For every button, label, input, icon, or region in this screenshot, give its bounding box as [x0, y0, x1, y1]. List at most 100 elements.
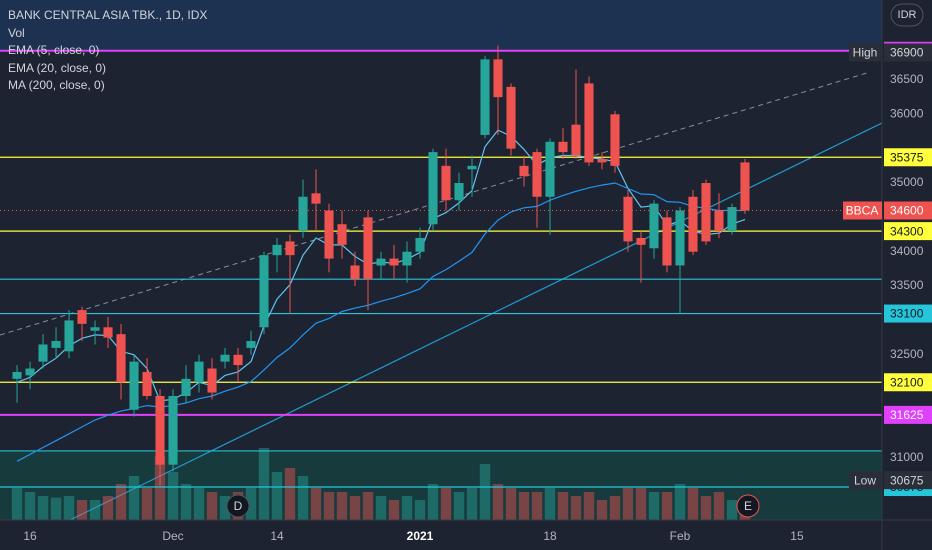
- volume-bar: [323, 492, 335, 520]
- level-tag-bg: [884, 304, 932, 323]
- volume-bar: [596, 500, 608, 520]
- candle-body: [181, 378, 191, 396]
- candle-body: [636, 237, 646, 245]
- candle-body: [51, 341, 61, 348]
- candle-body: [688, 196, 698, 252]
- marker-label: High: [853, 46, 878, 60]
- volume-bar: [76, 500, 88, 520]
- volume-bar: [518, 492, 530, 520]
- volume-bar: [570, 496, 582, 520]
- y-tick-label: 34000: [890, 244, 924, 258]
- legend-item: EMA (5, close, 0): [8, 43, 99, 57]
- candle-body: [571, 124, 581, 156]
- symbol-tag: BBCA: [846, 204, 879, 218]
- level-tag-bg: [884, 222, 932, 241]
- event-label: D: [234, 499, 243, 513]
- candle-body: [662, 217, 672, 266]
- candle-body: [194, 361, 204, 383]
- volume-bar: [479, 464, 491, 520]
- x-tick-label: Feb: [670, 529, 691, 543]
- event-icon[interactable]: [736, 494, 760, 518]
- volume-bar: [531, 492, 543, 520]
- volume-bar: [102, 496, 114, 520]
- volume-bar: [583, 492, 595, 520]
- volume-bar: [154, 456, 166, 520]
- candle-body: [103, 327, 113, 338]
- candle-body: [77, 310, 87, 324]
- candle-body: [311, 193, 321, 204]
- candle-body: [246, 341, 256, 348]
- y-tick-label: 36000: [890, 106, 924, 120]
- candle-body: [116, 334, 126, 383]
- candle-body: [129, 361, 139, 410]
- volume-bar: [401, 496, 413, 520]
- candle-body: [168, 395, 178, 465]
- candle-body: [25, 368, 35, 376]
- volume-bar: [245, 488, 257, 520]
- x-tick-label: 15: [790, 529, 804, 543]
- candle-body: [376, 258, 386, 266]
- candle-body: [675, 210, 685, 266]
- volume-bar: [271, 472, 283, 520]
- candle-body: [38, 344, 48, 362]
- candle-body: [545, 141, 555, 197]
- x-tick-label: 14: [270, 529, 284, 543]
- volume-bar: [128, 476, 140, 520]
- volume-bar: [505, 488, 517, 520]
- candle-body: [324, 210, 334, 259]
- candle-body: [454, 183, 464, 201]
- x-tick-label: 18: [543, 529, 557, 543]
- marker-value: 30675: [890, 473, 924, 487]
- legend-item: MA (200, close, 0): [8, 78, 105, 92]
- volume-bar: [180, 484, 192, 520]
- volume-bar: [141, 488, 153, 520]
- marker-value-bg: [884, 471, 932, 490]
- plot-area: [0, 45, 882, 520]
- event-icon[interactable]: [226, 494, 250, 518]
- volume-bar: [440, 488, 452, 520]
- level-tag-bg: [884, 148, 932, 167]
- y-tick-label: 31000: [890, 450, 924, 464]
- volume-bar: [193, 488, 205, 520]
- candle-body: [142, 371, 152, 396]
- candle-body: [350, 265, 360, 280]
- x-tick-label: 16: [23, 529, 37, 543]
- candle-body: [64, 320, 74, 352]
- last-price-tag: 34600: [890, 204, 924, 218]
- volume-bar: [674, 484, 686, 520]
- currency: IDR: [898, 9, 917, 21]
- currency-badge[interactable]: [890, 3, 924, 27]
- candle-body: [285, 241, 295, 256]
- marker-value-bg: [884, 43, 932, 62]
- level-tag: 31625: [890, 408, 924, 422]
- candle-body: [298, 196, 308, 232]
- volume-bar: [557, 492, 569, 520]
- candle-body: [402, 251, 412, 266]
- y-tick-label: 33500: [890, 278, 924, 292]
- candle-body: [597, 158, 607, 163]
- volume-bar: [310, 488, 322, 520]
- volume-bar: [258, 448, 270, 520]
- candle-body: [506, 86, 516, 149]
- volume-bar: [284, 468, 296, 520]
- symbol-tag-bg: [843, 201, 882, 220]
- candle-body: [727, 207, 737, 232]
- candle-body: [740, 162, 750, 211]
- volume-bar: [336, 492, 348, 520]
- zone-band: [0, 452, 882, 520]
- volume-bar: [635, 488, 647, 520]
- volume-bar: [687, 488, 699, 520]
- candle-body: [207, 368, 217, 393]
- volume-bar: [466, 488, 478, 520]
- volume-bar: [375, 496, 387, 520]
- level-tag-bg: [884, 373, 932, 392]
- candle-body: [701, 183, 711, 242]
- candle-body: [649, 203, 659, 249]
- volume-bar: [349, 496, 361, 520]
- volume-bar: [388, 500, 400, 520]
- candle-body: [584, 83, 594, 163]
- y-tick-label: 36500: [890, 72, 924, 86]
- candle-body: [259, 255, 269, 328]
- chart-title: BANK CENTRAL ASIA TBK., 1D, IDX: [8, 8, 207, 22]
